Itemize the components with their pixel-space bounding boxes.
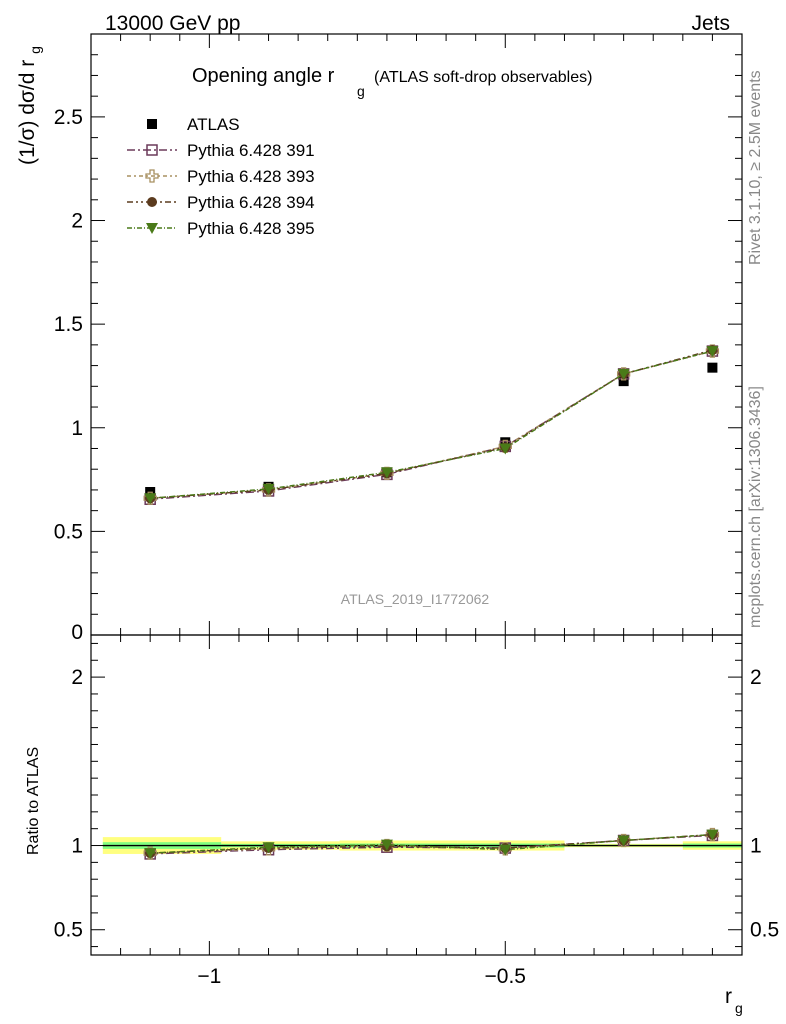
x-tick-label: −0.5: [485, 965, 526, 988]
data-point-pythia-6-428-395: [617, 368, 630, 380]
side-label-top: Rivet 3.1.10, ≥ 2.5M events: [747, 70, 764, 265]
data-point-atlas: [618, 376, 629, 387]
legend: ATLAS Pythia 6.428 391 Pythia 6.428 393 Pyt…: [127, 115, 315, 238]
series-atlas: [145, 362, 718, 498]
y-tick-label-main: 1: [71, 417, 83, 440]
ratio-line-pythia-6-428-394: [150, 833, 713, 854]
ratio-point-pythia-6-428-395: [617, 835, 630, 847]
legend-label-pythia-6-428-393: Pythia 6.428 393: [187, 167, 315, 186]
ratio-plot: 0.5 0.5 1 1 2 2 −1 −0.5: [54, 634, 779, 988]
y-tick-label-ratio: 2: [71, 666, 83, 689]
main-title: Opening angle r g (ATLAS soft-drop obser…: [192, 65, 592, 101]
series-pythia-6-428-391: [144, 345, 719, 506]
y-axis-label-main: (1/σ) dσ/d r g: [16, 46, 43, 165]
ratio-point-pythia-6-428-395: [499, 844, 512, 856]
ratio-point-pythia-6-428-395: [262, 842, 275, 854]
ratio-plot-frame: [90, 634, 743, 956]
legend-label-pythia-6-428-394: Pythia 6.428 394: [187, 193, 315, 212]
svg-text:Opening angle r g: Opening angle r g (ATLAS soft-drop obser…: [192, 65, 592, 101]
data-point-pythia-6-428-395: [499, 443, 512, 455]
y-axis-label-ratio: Ratio to ATLAS: [25, 747, 42, 855]
y-tick-label-main: 2.5: [54, 106, 83, 129]
series-pythia-6-428-393: [143, 344, 720, 505]
series-pythia-6-428-394: [145, 345, 718, 504]
ratio-series-pythia-6-428-395: [144, 829, 719, 860]
y-tick-label-ratio-right: 2: [750, 666, 762, 689]
title-text: Opening angle r: [192, 65, 335, 87]
series-pythia-6-428-395: [144, 346, 719, 505]
legend-marker-atlas: [147, 119, 157, 129]
legend-label-pythia-6-428-395: Pythia 6.428 395: [187, 219, 315, 238]
header-left: 13000 GeV pp: [105, 12, 240, 35]
y-tick-label-ratio-right: 0.5: [750, 919, 779, 942]
y-tick-label-main: 1.5: [54, 313, 83, 336]
data-point-atlas: [707, 362, 718, 373]
title-subscript: g: [357, 83, 365, 99]
ratio-point-pythia-6-428-395: [380, 839, 393, 851]
main-plot: 0.5 1 1.5 2 2.5 0 ATLAS Pythia 6.428 391 Pythia …: [54, 33, 743, 644]
data-point-atlas: [500, 437, 511, 448]
y-tick-label-ratio-right: 1: [750, 835, 762, 858]
y-tick-label-ratio: 1: [71, 835, 83, 858]
y-tick-label-main: 0.5: [54, 520, 83, 543]
ratio-line-pythia-6-428-391: [150, 834, 713, 855]
data-point-pythia-6-428-395: [262, 483, 275, 495]
series-line-pythia-6-428-395: [150, 350, 713, 499]
header-right: Jets: [691, 12, 730, 35]
data-point-pythia-6-428-395: [706, 346, 719, 358]
y-tick-label-ratio: 0.5: [54, 919, 83, 942]
legend-label-pythia-6-428-391: Pythia 6.428 391: [187, 141, 315, 160]
analysis-watermark: ATLAS_2019_I1772062: [341, 591, 490, 607]
legend-marker-pythia-6-428-393: [145, 169, 159, 183]
legend-marker-pythia-6-428-395: [146, 223, 158, 234]
y-tick-label-origin: 0: [71, 621, 83, 644]
x-axis-label: r g: [725, 985, 743, 1016]
legend-marker-pythia-6-428-391: [146, 144, 158, 156]
legend-marker-pythia-6-428-394: [147, 197, 157, 207]
ratio-line-pythia-6-428-393: [150, 833, 713, 854]
ratio-point-pythia-6-428-395: [144, 848, 157, 860]
data-point-pythia-6-428-395: [380, 467, 393, 479]
legend-label-atlas: ATLAS: [187, 115, 240, 134]
data-point-pythia-6-428-395: [144, 493, 157, 505]
ratio-point-pythia-6-428-395: [706, 829, 719, 841]
side-label-bottom: mcplots.cern.ch [arXiv:1306.3436]: [747, 386, 764, 628]
y-tick-label-main: 2: [71, 210, 83, 233]
x-tick-label: −1: [197, 965, 221, 988]
title-suffix: (ATLAS soft-drop observables): [374, 69, 592, 86]
